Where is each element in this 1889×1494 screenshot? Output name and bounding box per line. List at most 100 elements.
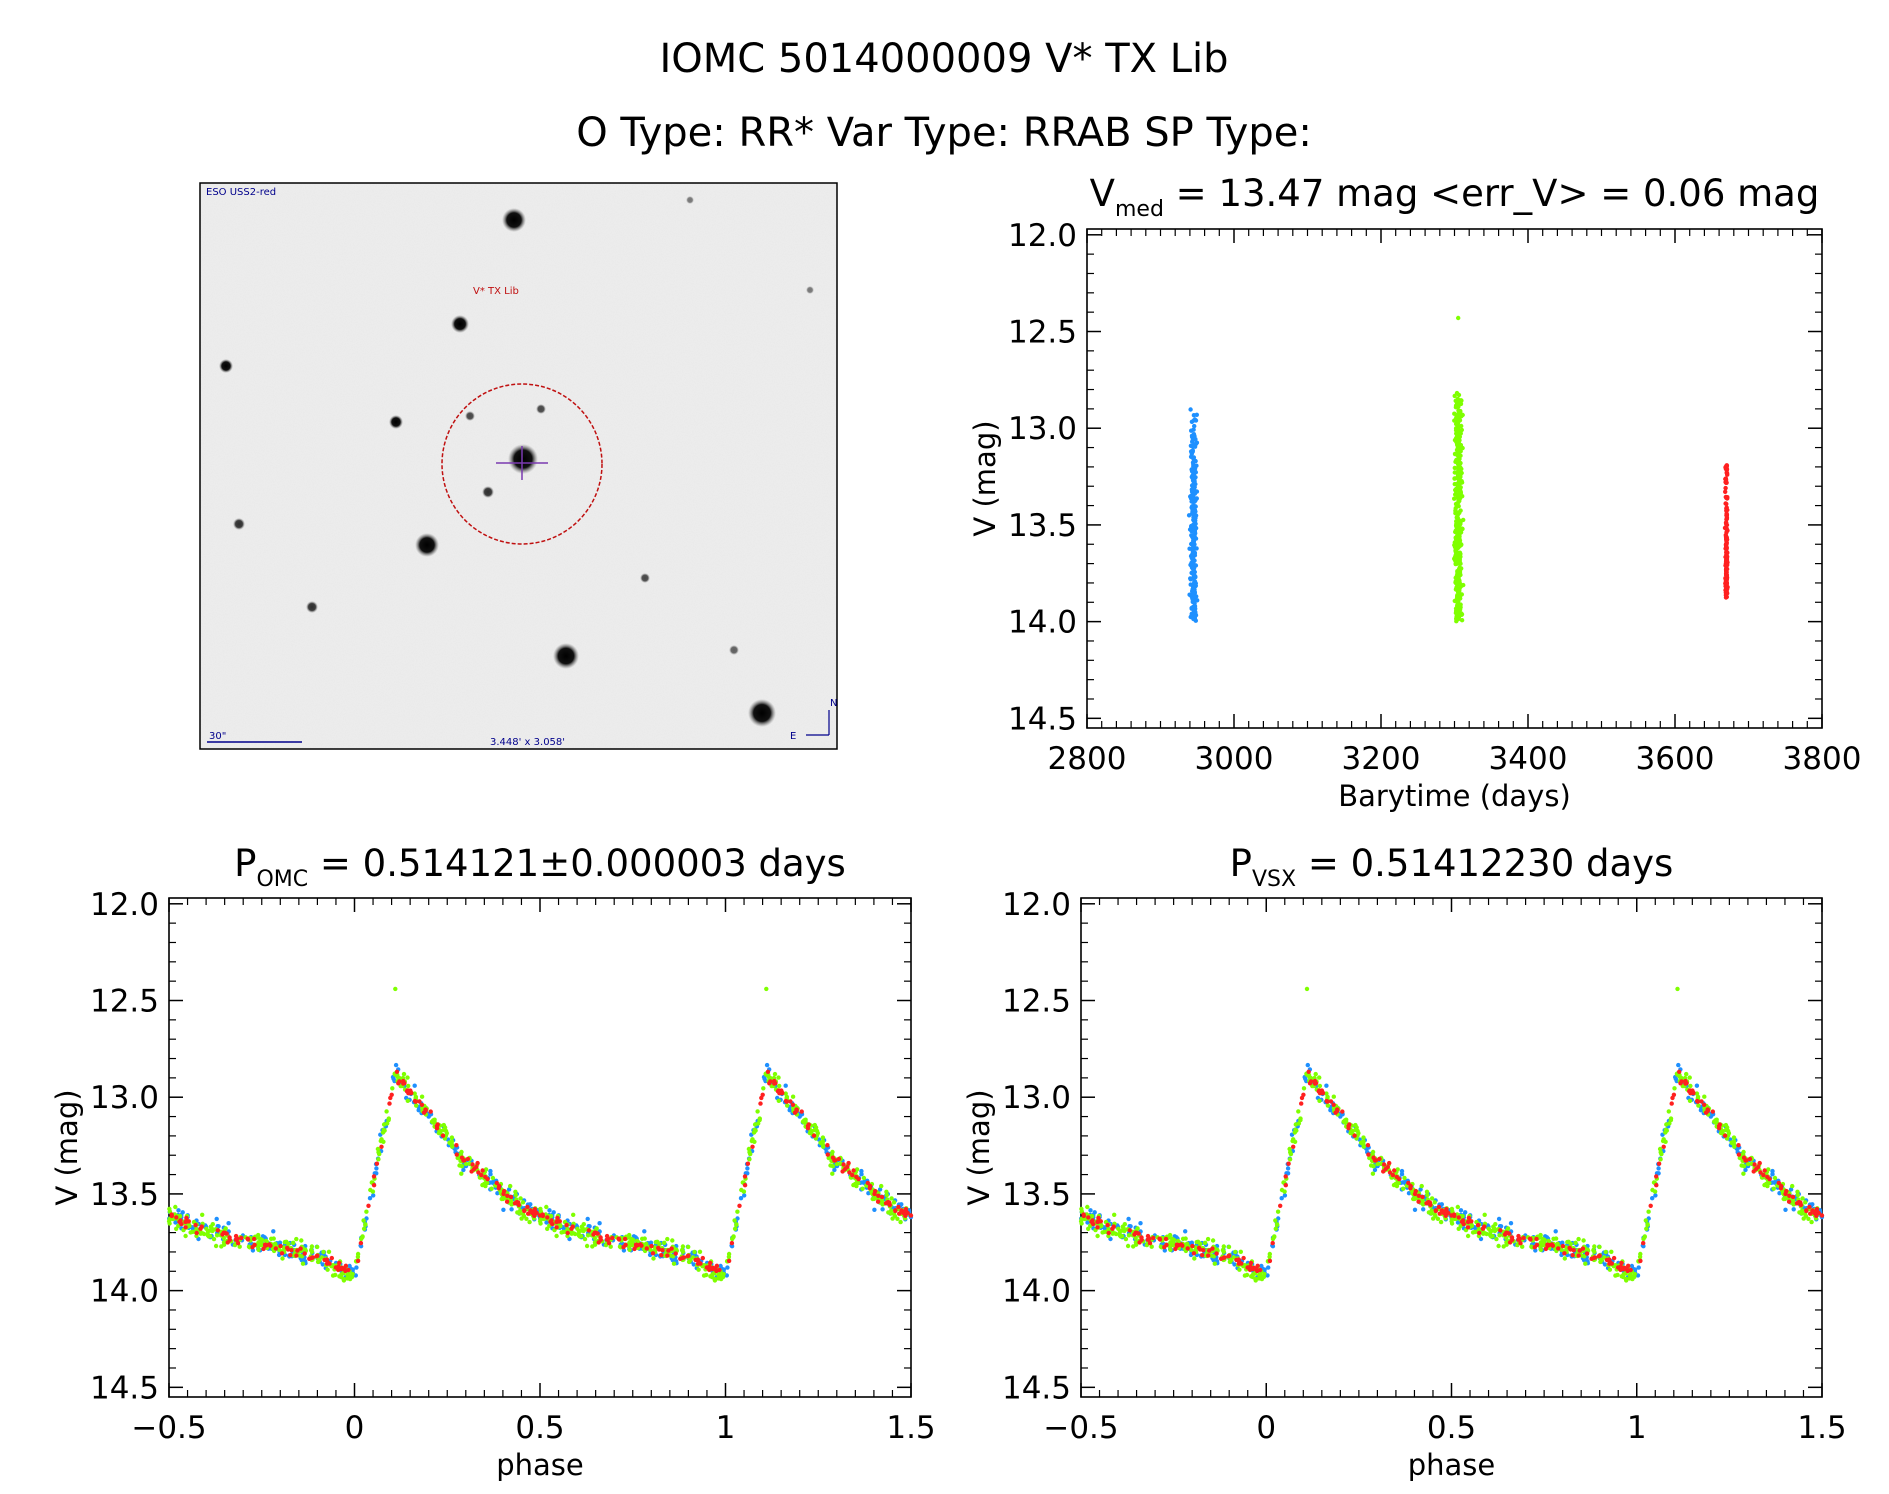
data-point bbox=[712, 1278, 718, 1283]
data-point bbox=[1285, 1171, 1291, 1176]
data-point bbox=[708, 1260, 713, 1266]
data-point bbox=[430, 1120, 436, 1125]
data-point bbox=[1622, 1265, 1627, 1271]
data-point bbox=[1324, 1083, 1329, 1088]
data-point bbox=[1744, 1158, 1749, 1163]
data-point bbox=[1698, 1108, 1704, 1113]
data-point bbox=[1458, 431, 1464, 436]
data-point bbox=[1457, 588, 1462, 593]
data-point bbox=[298, 1246, 303, 1251]
data-point bbox=[526, 1211, 531, 1216]
data-point bbox=[278, 1243, 283, 1249]
data-point bbox=[315, 1244, 320, 1250]
data-point bbox=[1724, 501, 1729, 507]
data-point bbox=[1185, 1246, 1190, 1251]
data-point bbox=[1275, 1209, 1281, 1214]
data-point bbox=[1193, 1245, 1199, 1250]
data-point bbox=[1723, 572, 1729, 578]
data-point bbox=[1456, 484, 1461, 489]
data-point bbox=[1102, 1229, 1107, 1235]
data-point bbox=[405, 1098, 410, 1104]
data-point bbox=[606, 1241, 612, 1246]
data-point bbox=[1453, 556, 1458, 561]
data-point bbox=[1205, 1236, 1211, 1242]
data-point bbox=[616, 1237, 622, 1242]
data-point bbox=[178, 1218, 183, 1223]
data-point bbox=[1191, 551, 1197, 557]
data-point bbox=[1641, 1240, 1646, 1246]
data-point bbox=[897, 1211, 902, 1216]
data-point bbox=[1188, 449, 1194, 454]
data-point bbox=[1455, 601, 1461, 606]
x-tick-label: −0.5 bbox=[1043, 1410, 1118, 1446]
data-point bbox=[787, 1108, 792, 1113]
data-point bbox=[1466, 1215, 1472, 1221]
data-point bbox=[1392, 1168, 1397, 1173]
data-point bbox=[355, 1251, 361, 1257]
data-point bbox=[449, 1139, 455, 1144]
data-point bbox=[1245, 1265, 1250, 1270]
data-point bbox=[1591, 1255, 1597, 1261]
data-point bbox=[825, 1143, 830, 1148]
data-point bbox=[1192, 488, 1197, 493]
y-tick-label: 13.5 bbox=[90, 1177, 159, 1213]
y-tick-label: 13.0 bbox=[1008, 411, 1077, 447]
data-point bbox=[1459, 542, 1464, 547]
data-point bbox=[1453, 487, 1458, 493]
data-point bbox=[1699, 1099, 1704, 1104]
data-point bbox=[358, 1240, 364, 1246]
data-point bbox=[1482, 1212, 1487, 1218]
data-point bbox=[1581, 1238, 1586, 1243]
data-point bbox=[1193, 418, 1199, 423]
data-point bbox=[1188, 494, 1193, 499]
data-point bbox=[1456, 1226, 1461, 1232]
data-point bbox=[1683, 1081, 1688, 1086]
data-point bbox=[327, 1261, 332, 1266]
data-point bbox=[294, 1236, 299, 1242]
data-point bbox=[1095, 1225, 1100, 1230]
x-tick-label: 1 bbox=[1627, 1410, 1647, 1446]
data-point bbox=[1459, 398, 1464, 403]
x-tick-label: 3600 bbox=[1636, 741, 1715, 777]
data-point bbox=[896, 1204, 901, 1210]
data-point bbox=[1562, 1251, 1567, 1256]
data-point bbox=[652, 1245, 658, 1250]
data-point bbox=[565, 1230, 570, 1236]
data-point bbox=[267, 1242, 272, 1247]
data-point bbox=[1368, 1163, 1374, 1168]
data-point bbox=[581, 1228, 586, 1234]
data-point bbox=[1353, 1122, 1358, 1128]
data-point bbox=[1439, 1202, 1445, 1207]
data-point bbox=[592, 1235, 597, 1241]
data-point bbox=[227, 1237, 232, 1243]
data-point bbox=[643, 1242, 648, 1248]
data-point bbox=[1582, 1254, 1587, 1259]
data-point bbox=[1296, 1109, 1301, 1114]
data-point bbox=[1193, 525, 1199, 531]
data-point bbox=[251, 1236, 257, 1242]
data-point bbox=[885, 1200, 891, 1205]
data-point bbox=[772, 1071, 778, 1077]
data-point bbox=[1438, 1219, 1444, 1225]
data-point bbox=[1191, 464, 1196, 469]
data-point bbox=[1461, 517, 1466, 523]
data-point bbox=[850, 1172, 855, 1178]
data-point bbox=[428, 1109, 433, 1114]
data-point bbox=[1671, 1092, 1677, 1098]
data-point bbox=[518, 1196, 523, 1201]
data-point bbox=[355, 1258, 361, 1264]
data-point bbox=[1324, 1091, 1329, 1096]
data-point bbox=[880, 1207, 885, 1212]
data-point bbox=[1456, 510, 1462, 515]
data-point bbox=[1373, 1158, 1379, 1163]
data-point bbox=[273, 1246, 278, 1251]
data-point bbox=[381, 1122, 387, 1127]
data-point bbox=[1591, 1248, 1596, 1253]
data-point bbox=[1619, 1260, 1624, 1266]
data-point bbox=[760, 1092, 765, 1098]
data-point bbox=[561, 1229, 566, 1235]
data-point bbox=[285, 1245, 290, 1251]
compass-north-label: N bbox=[830, 698, 837, 709]
data-point bbox=[1184, 1242, 1189, 1248]
data-point bbox=[747, 1157, 752, 1162]
